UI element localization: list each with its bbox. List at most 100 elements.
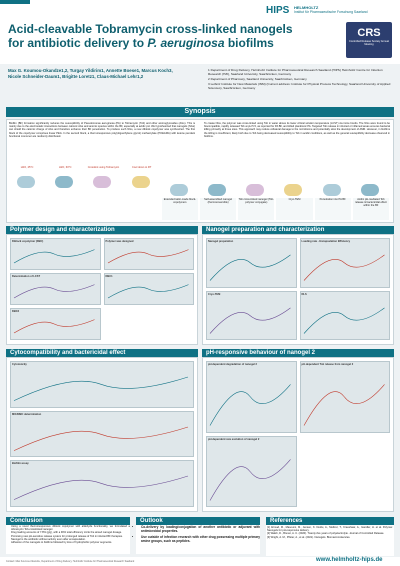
footer-url[interactable]: www.helmholtz-hips.de [316,557,383,563]
scheme-item: Tob cross-linked nanogel (Tob-polymer co… [238,198,275,220]
figure-sketch [303,384,385,426]
panel-label: DBC2 [12,310,20,313]
title-part: biofilms [224,36,274,50]
figure-sketch [107,249,189,264]
sketch-line [303,254,385,281]
accent-bar [0,0,30,4]
affiliation: 2 Department of Pharmacy, Saarland Unive… [208,77,307,81]
section: pH-responsive behaviour of nanogel 2 pH-d… [202,349,394,513]
panel-label: Cytotoxicity [12,363,27,366]
section-box: Diblock copolymer (DBC) Polymer was desig… [6,234,198,345]
figure-panel: DBC2 [10,308,101,340]
scheme-item: Self-assembled nanogel (thermoreversible… [200,198,237,220]
scheme-item: Acidic pH-mediated Tob release & bacteri… [352,198,389,220]
panel-label: Polymer was designed [105,240,134,243]
scheme-icon [246,184,265,196]
badge-sub: Controlled Release Society Annual Meetin… [349,40,389,46]
sketch-line [13,284,95,299]
scheme-item: Cryo-TEM [276,198,313,220]
section-heading: Synopsis [6,107,394,117]
section-heading: Conclusion [6,517,130,525]
section-heading: Outlook [136,517,260,525]
figure-sketch [209,307,291,334]
figure-panel: pH-dependent Tob release from nanogel 2 [299,361,390,433]
figure-panel: pH-dependent size evolution of nanogel 2 [206,435,297,507]
figure-panel: Biofilm assay [10,460,194,507]
figure-sketch [13,284,95,299]
sketch-line [13,249,95,264]
list-item: Drug loading amounts of 7.8% (g/g), with… [11,531,130,534]
sketch-line [13,426,189,451]
scheme-icon [322,184,341,196]
figure-panel: MIC/MBC determination [10,410,194,458]
scheme-item: Penetration into PA BF [314,198,351,220]
synopsis-text: To create NGs, the polymer was cross-lin… [204,122,390,138]
sketch-line [209,254,291,281]
references: References [1] Ahmad, M., Masoumi, M., J… [266,517,394,556]
sketch-line [107,284,189,299]
panel-label: Loading rate - Encapsulation Efficiency [301,240,351,243]
panel-label: Cryo-TEM [208,292,221,296]
reference: [1] Ahmad, M., Masoumi, M., Jensen, K. D… [267,526,393,533]
conclusion: Conclusion Using a novel thermoresponsiv… [6,517,130,555]
figure-panel: Diblock copolymer (DBC) [10,238,101,270]
figure-panel: DBC1 [103,273,194,305]
panel-label: Biofilm assay [12,462,29,466]
panel-label: pH-dependent size evolution of nanogel 2 [208,437,260,441]
figure-panel: Loading rate - Encapsulation Efficiency [299,238,390,288]
figure-panel: Nanogel preparation [206,238,297,288]
affiliations: 1 Department of Drug Delivery, Helmholtz… [208,68,394,91]
scheme-icon [17,176,35,188]
section: Cytocompatibility and bactericidal effec… [6,349,198,513]
outlook: Outlook Co-delivery by loading/conjugati… [136,517,260,555]
section-heading: Cytocompatibility and bactericidal effec… [6,349,198,357]
list-item: Adhesion of the nanogels to biofilms fol… [11,541,130,544]
section-heading: pH-responsive behaviour of nanogel 2 [202,349,394,357]
figure-panel: Cytotoxicity [10,361,194,408]
scheme-icon [169,184,188,196]
panel-label: pH-dependent Tob release from nanogel 2 [301,363,354,366]
badge-title: CRS [357,27,381,39]
section-heading: References [266,517,394,525]
scheme-icon [93,176,112,188]
panel-label: DBC1 [105,275,113,278]
sketch-line [209,307,291,334]
scheme-item: H2O, 25°C [20,166,34,169]
list: Using a novel thermoresponsive diblock c… [6,525,130,554]
list: Co-delivery by loading/conjugation of an… [136,525,260,554]
panel-label: pH-dependent degradation of nanogel 2 [208,363,257,366]
figure-sketch [13,376,189,401]
section: Nanogel preparation and characterization… [202,226,394,346]
scheme-item: Extended tailor-made block-copolymers [161,198,198,220]
figure-sketch [13,426,189,451]
affiliation: 3 Leibniz Institute for New Materials (I… [208,82,391,90]
section-heading: Polymer design and characterization [6,226,198,234]
section-heading: Nanogel preparation and characterization [202,226,394,234]
figure-sketch [13,319,95,334]
sketch-line [13,476,189,501]
list-item: Nanogel is the antibiotic without activi… [11,538,130,541]
figure-panel: pH-dependent degradation of nanogel 2 [206,361,297,433]
section-box: Cytotoxicity MIC/MBC determination Biofilm… [6,357,198,512]
footer-note: Contact: Max Koumou-Okandze, Department … [6,560,135,563]
panel-label: Nanogel preparation [208,240,234,243]
reference: [3] Wright, A. M., Pfister, A., et al. (… [267,535,351,539]
scheme-item: Cool down to RT [132,166,152,169]
list-item: Use outside of infection research with o… [141,535,260,543]
figure-sketch [209,254,291,281]
figure-sketch [107,284,189,299]
figure-sketch [209,458,291,501]
scheme-icon [208,184,226,196]
header-band [0,0,400,64]
sketch-line [13,319,95,334]
figure-sketch [303,307,385,334]
reference: [2] Walsh, D., Brunet, A. C. (2020). Twe… [267,532,385,536]
list-item: Co-delivery by loading/conjugation of an… [141,525,260,533]
authors: Max G. Koumou-Okandze1,2, Turgay Yildiri… [8,68,173,79]
figure-sketch [13,249,95,264]
logo-line: Institut für Pharmazeutische Forschung S… [294,10,368,14]
panel-label: Determination of LCST [12,275,41,278]
figure-panel: Determination of LCST [10,273,101,305]
list: [1] Ahmad, M., Masoumi, M., Jensen, K. D… [266,525,394,556]
